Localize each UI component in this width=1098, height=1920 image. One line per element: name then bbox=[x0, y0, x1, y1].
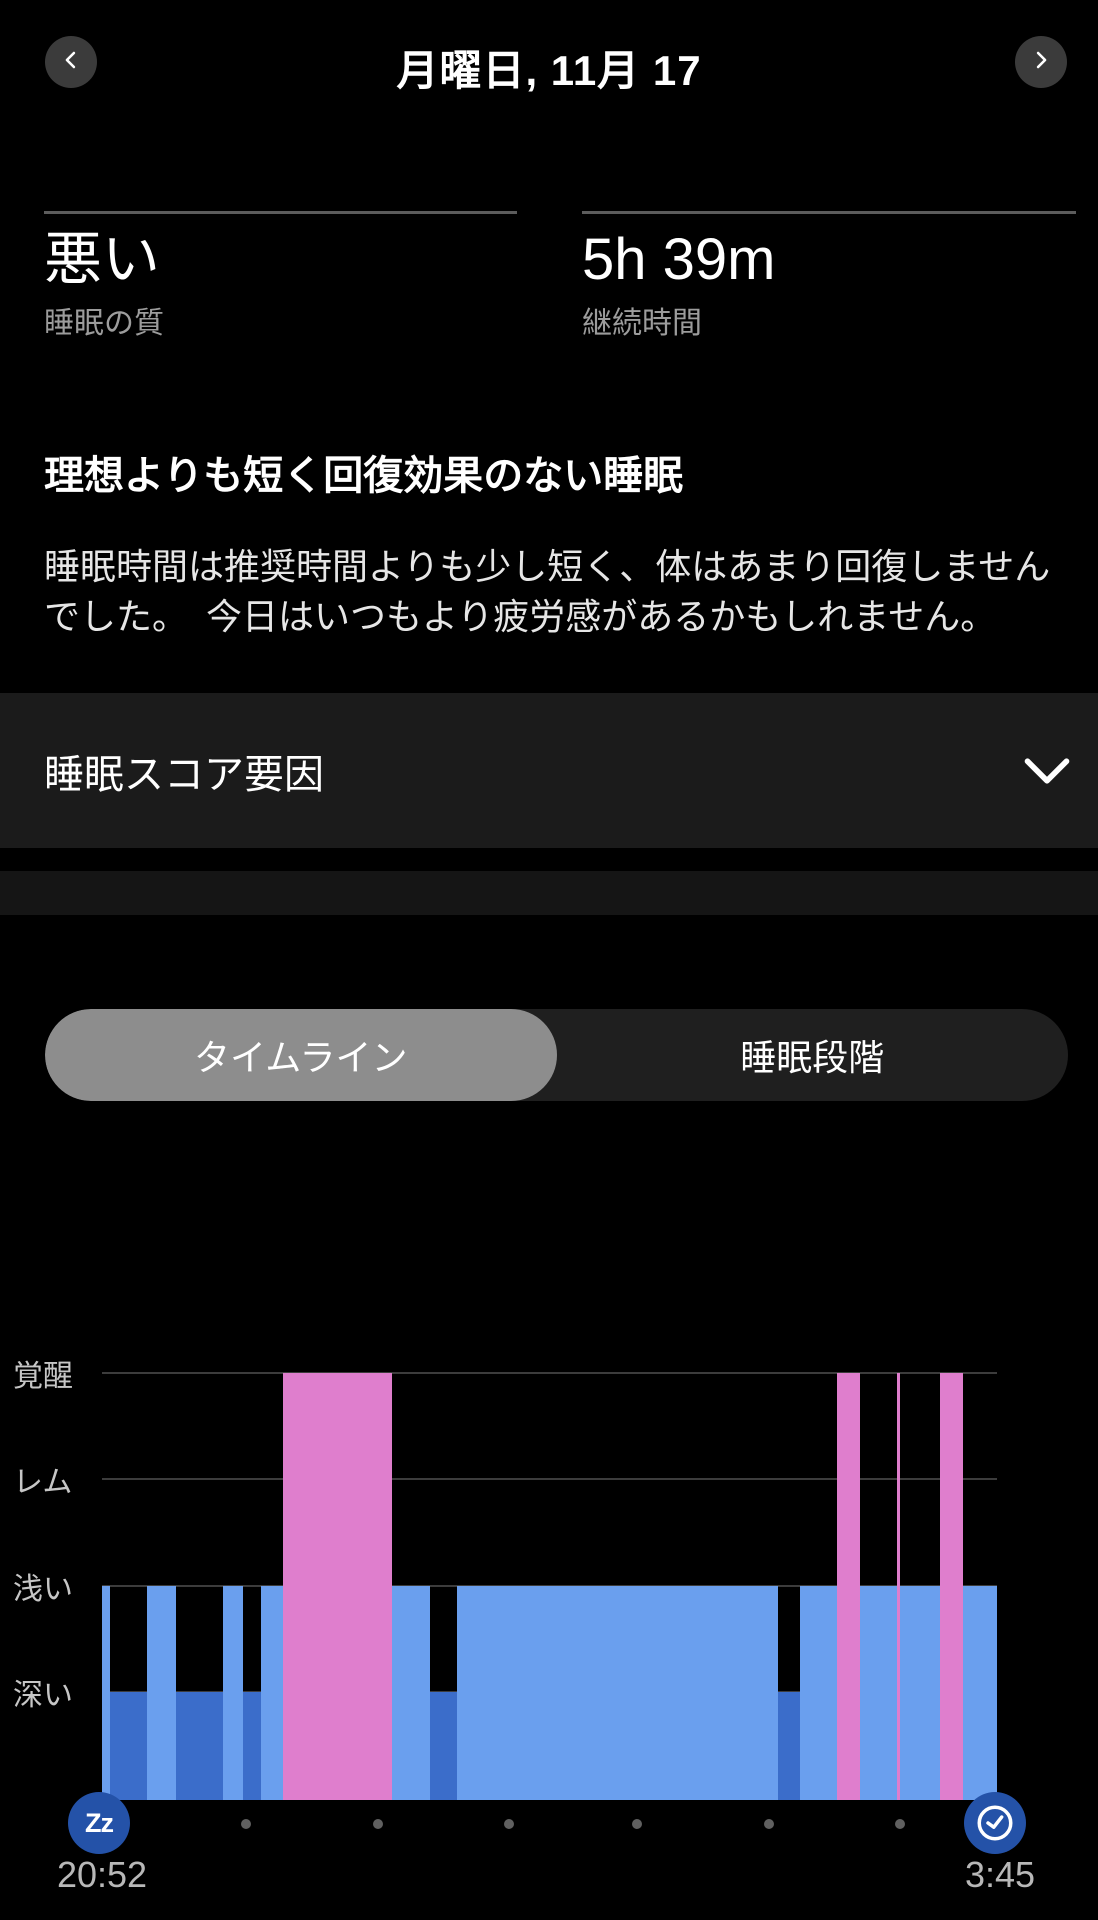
sleep-segment-deep bbox=[176, 1692, 223, 1800]
gridline-awake bbox=[102, 1372, 997, 1374]
chevron-down-icon bbox=[1021, 753, 1073, 789]
sleep-segment-awake bbox=[897, 1373, 900, 1800]
sleep-quality-label: 睡眠の質 bbox=[44, 307, 164, 340]
tab-sleep-stages[interactable]: 睡眠段階 bbox=[740, 1037, 885, 1078]
sleep-segment-light bbox=[963, 1586, 997, 1800]
gridline-rem bbox=[102, 1478, 997, 1480]
y-axis-labels: 覚醒 レム 浅い 深い bbox=[13, 1360, 101, 1800]
insight-heading: 理想よりも短く回復効果のない睡眠 bbox=[44, 454, 684, 498]
insight-body: 睡眠時間は推奨時間よりも少し短く、体はあまり回復しませんでした。 今日はいつもよ… bbox=[44, 546, 1051, 637]
next-day-button[interactable] bbox=[1015, 36, 1067, 88]
sleep-segment-awake bbox=[283, 1373, 392, 1800]
y-axis-label-awake: 覚醒 bbox=[13, 1360, 73, 1393]
previous-day-button[interactable] bbox=[45, 36, 97, 88]
sleep-segment-awake bbox=[837, 1373, 860, 1800]
stat-divider bbox=[582, 211, 1076, 214]
sleep-segment-light bbox=[800, 1586, 837, 1800]
sleep-start-time: 20:52 bbox=[56, 1854, 148, 1895]
sleep-segment-light bbox=[223, 1586, 243, 1800]
page-title: 月曜日, 11月 17 bbox=[396, 47, 702, 94]
sleep-segment-light bbox=[392, 1586, 430, 1800]
chart-view-tabbar: タイムライン 睡眠段階 bbox=[45, 1009, 1068, 1101]
sleep-segment-deep bbox=[243, 1692, 261, 1800]
sleep-score-factors-label: 睡眠スコア要因 bbox=[44, 752, 324, 797]
sleep-timeline-chart: 覚醒 レム 浅い 深い bbox=[0, 1360, 1098, 1800]
sleep-segment-light bbox=[900, 1586, 940, 1800]
sleep-start-zz-icon: Zz bbox=[68, 1792, 130, 1854]
wake-time-clock-icon bbox=[964, 1792, 1026, 1854]
sleep-segment-deep bbox=[430, 1692, 457, 1800]
sleep-segment-light bbox=[102, 1586, 110, 1800]
wake-time: 3:45 bbox=[964, 1854, 1036, 1895]
stat-divider bbox=[44, 211, 517, 214]
timeline-dot bbox=[632, 1819, 642, 1829]
sleep-segment-deep bbox=[778, 1692, 800, 1800]
y-axis-label-deep: 深い bbox=[13, 1679, 73, 1712]
timeline-marker-row: Zz bbox=[0, 1792, 1098, 1854]
sleep-segment-awake bbox=[940, 1373, 963, 1800]
y-axis-label-rem: レム bbox=[13, 1466, 73, 1499]
zz-glyph: Zz bbox=[85, 1807, 114, 1838]
sleep-duration-stat: 5h 39m 継続時間 bbox=[582, 211, 1076, 342]
sleep-quality-stat: 悪い 睡眠の質 bbox=[44, 211, 517, 342]
timeline-dot bbox=[373, 1819, 383, 1829]
sleep-duration-value: 5h 39m bbox=[582, 227, 776, 292]
sleep-segment-deep bbox=[110, 1692, 147, 1800]
timeline-dot bbox=[241, 1819, 251, 1829]
sleep-segment-light bbox=[457, 1586, 778, 1800]
tab-timeline[interactable]: タイムライン bbox=[45, 1009, 557, 1101]
chevron-left-icon bbox=[57, 46, 85, 79]
sleep-segment-light bbox=[147, 1586, 176, 1800]
sleep-segment-light bbox=[860, 1586, 897, 1800]
chevron-right-icon bbox=[1027, 46, 1055, 79]
sleep-quality-value: 悪い bbox=[44, 227, 161, 292]
y-axis-label-light: 浅い bbox=[13, 1573, 73, 1606]
sleep-duration-label: 継続時間 bbox=[582, 307, 702, 340]
timeline-dot bbox=[895, 1819, 905, 1829]
timeline-dot bbox=[764, 1819, 774, 1829]
sleep-timeline-plot bbox=[102, 1372, 997, 1800]
sleep-score-factors-row[interactable]: 睡眠スコア要因 bbox=[0, 693, 1098, 848]
sleep-segment-light bbox=[261, 1586, 283, 1800]
timeline-dot bbox=[504, 1819, 514, 1829]
next-section-peek-strip bbox=[0, 871, 1098, 915]
